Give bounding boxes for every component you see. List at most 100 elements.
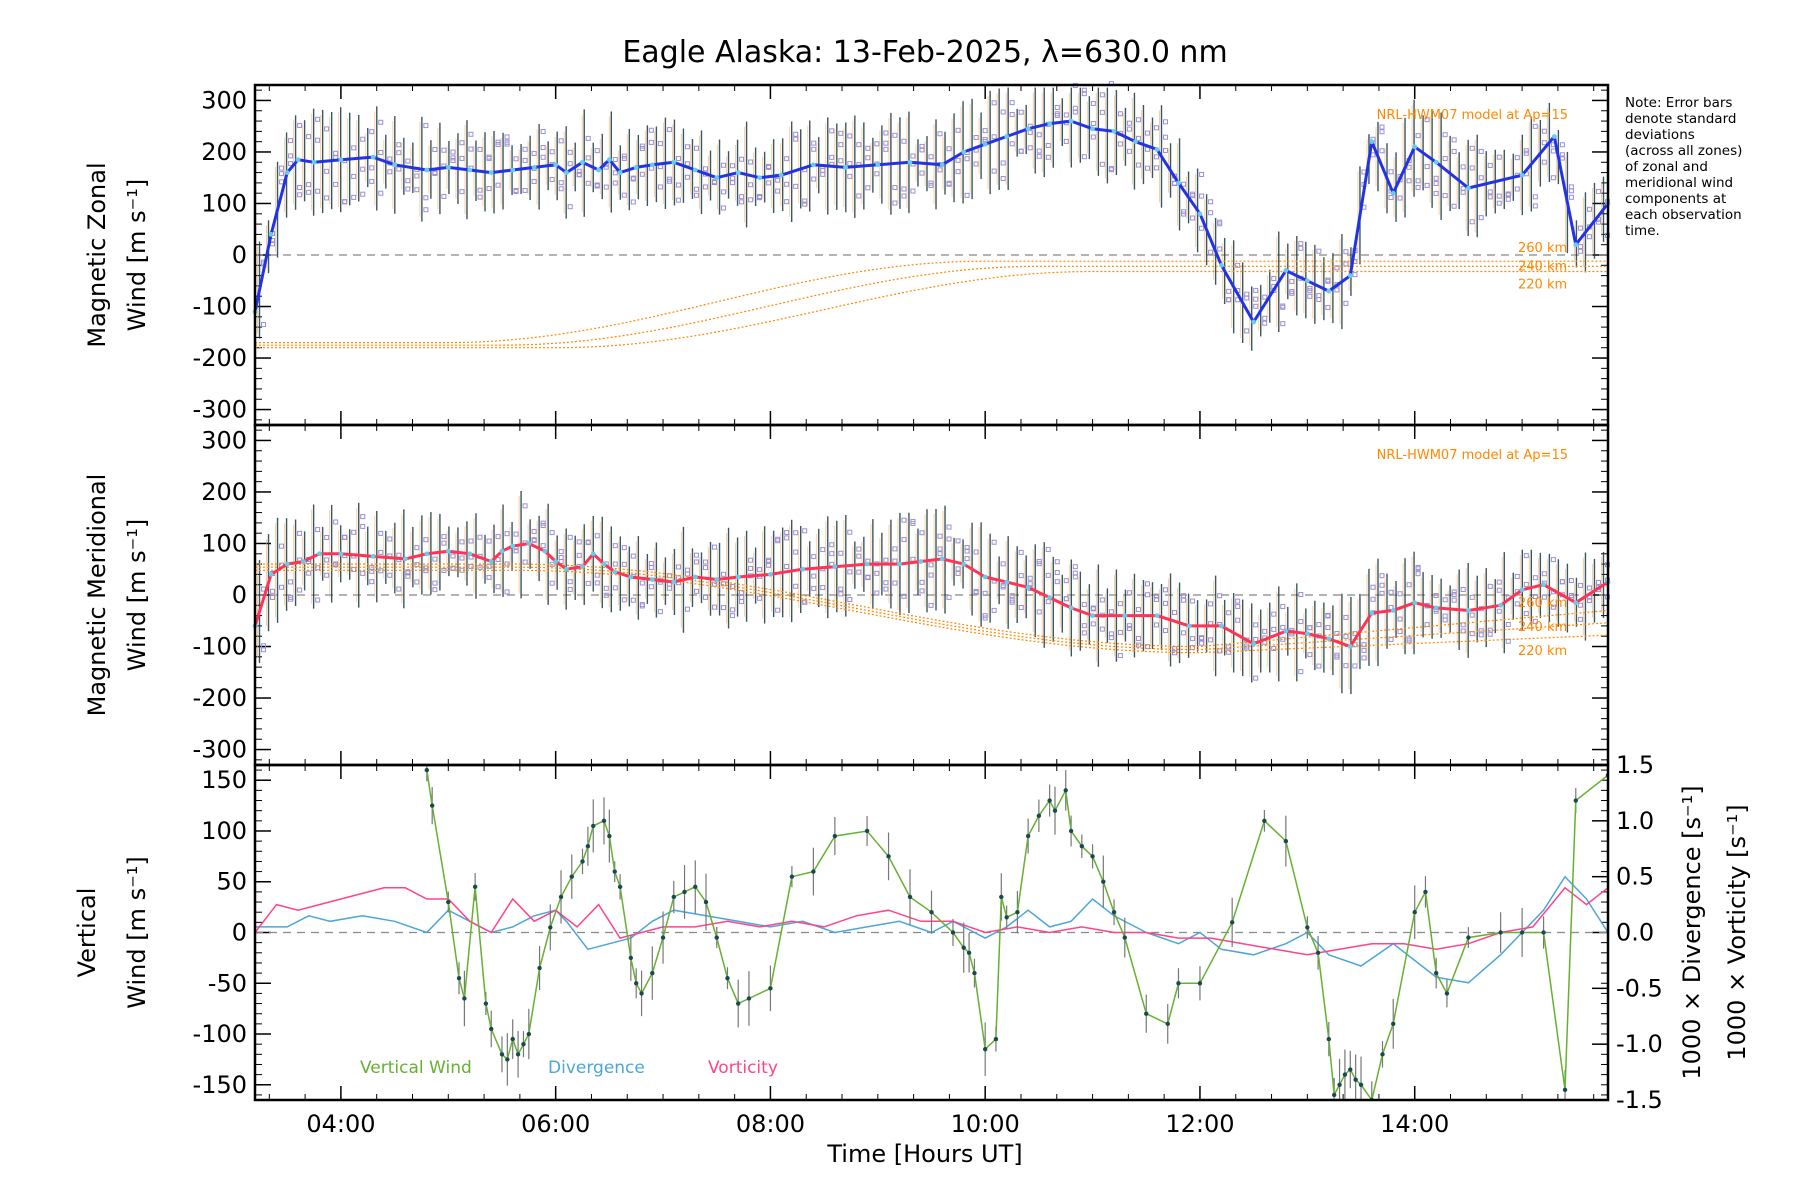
meridional-point (601, 561, 607, 567)
x-tick-label: 14:00 (1380, 1110, 1449, 1138)
zone-sample (1253, 287, 1259, 293)
zone-sample (1343, 249, 1349, 255)
zone-sample (1406, 164, 1412, 170)
vertical-wind-point (950, 930, 956, 935)
y-right-tick-label: 1.5 (1616, 751, 1654, 779)
zone-sample (955, 570, 961, 576)
zone-sample (1379, 573, 1385, 579)
zone-sample (784, 181, 790, 187)
zone-sample (522, 146, 528, 152)
zone-sample (1559, 155, 1565, 161)
zone-sample (1199, 171, 1205, 177)
zone-sample (856, 142, 862, 148)
y-right-tick-label: 1.0 (1616, 807, 1654, 835)
vertical-wind-point (1229, 920, 1235, 925)
zone-sample (1433, 175, 1439, 181)
y-tick-label: 50 (216, 868, 247, 896)
zone-sample (1199, 193, 1205, 199)
zone-sample (702, 594, 708, 600)
zone-sample (1532, 618, 1538, 624)
zone-sample (757, 195, 763, 201)
y-right-axis-label: 1000 × Divergence [s⁻¹] (1678, 785, 1706, 1079)
zone-sample (919, 579, 925, 585)
zone-sample (856, 569, 862, 575)
zonal-point (1369, 139, 1375, 145)
zone-sample (360, 514, 366, 520)
zone-sample (901, 537, 907, 543)
zone-sample (1334, 654, 1340, 660)
vertical-wind-point (505, 1057, 510, 1062)
x-tick-label: 08:00 (736, 1110, 805, 1138)
zone-sample (847, 173, 853, 179)
zone-sample (1253, 622, 1259, 628)
vertical-wind-point (929, 909, 934, 915)
zone-sample (270, 588, 276, 594)
zone-sample (387, 536, 393, 542)
vertical-wind-point (1079, 844, 1085, 849)
zone-sample (1568, 578, 1574, 584)
zone-sample (1379, 590, 1385, 596)
zone-sample (919, 147, 925, 153)
vertical-wind-point (1101, 879, 1106, 884)
vertical-wind-point (462, 996, 467, 1001)
zone-sample (1307, 652, 1313, 658)
vertical-wind-point (1466, 935, 1471, 940)
zone-sample (1045, 142, 1051, 148)
zone-sample (702, 184, 708, 190)
zone-sample (315, 527, 321, 533)
zone-sample (739, 599, 745, 605)
zonal-point (606, 157, 612, 163)
zone-sample (297, 122, 303, 128)
zone-sample (378, 530, 384, 536)
zone-sample (612, 543, 618, 549)
meridional-point (268, 571, 274, 577)
zone-sample (748, 182, 754, 188)
y-right-tick-label: -1.0 (1616, 1030, 1663, 1058)
zone-sample (648, 139, 654, 145)
zone-sample (1126, 126, 1132, 132)
zone-sample (603, 585, 609, 591)
zone-sample (360, 166, 366, 172)
zone-sample (1144, 581, 1150, 587)
zone-sample (1018, 549, 1024, 555)
vertical-wind-point (1331, 1092, 1337, 1098)
vertical-wind-point (489, 1026, 494, 1032)
zone-sample (288, 594, 294, 600)
vertical-wind-point (1305, 925, 1310, 930)
meridional-point (1047, 595, 1053, 600)
vertical-wind-point (972, 970, 977, 976)
zonal-point (510, 167, 516, 173)
y-axis-label: Magnetic Meridional (83, 474, 111, 717)
zone-sample (730, 175, 736, 181)
zone-sample (360, 191, 366, 197)
zonal-mean-line (253, 119, 1610, 324)
zone-sample (892, 185, 898, 191)
zone-sample (739, 590, 745, 596)
zone-sample (504, 561, 510, 567)
zone-sample (360, 570, 366, 576)
zone-sample (1045, 154, 1051, 160)
zone-sample (1289, 289, 1295, 295)
zone-sample (1036, 609, 1042, 615)
vertical-wind-point (1052, 808, 1058, 813)
zone-sample (1045, 599, 1051, 605)
zone-sample (1397, 591, 1403, 597)
zone-sample (1081, 154, 1087, 160)
zonal-point (1573, 242, 1579, 248)
zone-sample (1316, 622, 1322, 628)
vertical-wind-point (864, 828, 870, 834)
zone-sample (919, 530, 925, 536)
zone-sample (1045, 572, 1051, 578)
zone-sample (802, 528, 808, 534)
vertical-wind-point (580, 859, 585, 864)
vertical-wind-point (1063, 788, 1068, 793)
meridional-point (1326, 636, 1332, 642)
model-altitude-label: 240 km (1518, 620, 1567, 635)
y-tick-label: 200 (201, 138, 247, 166)
zone-sample (811, 554, 817, 560)
meridional-point (1068, 605, 1074, 611)
zone-sample (1072, 570, 1078, 576)
zone-sample (504, 134, 510, 140)
zone-sample (693, 186, 699, 192)
zonal-model (255, 260, 1608, 349)
